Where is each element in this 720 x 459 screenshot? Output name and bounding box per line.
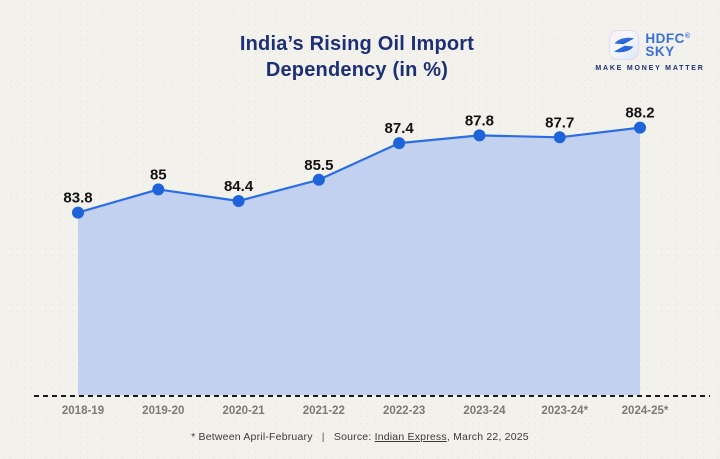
- data-point-2022-23: [393, 137, 406, 150]
- data-point-2018-19: [72, 206, 84, 219]
- data-label-2019-20: 85: [150, 166, 167, 183]
- source-suffix: , March 22, 2025: [446, 431, 529, 443]
- x-tick-label-2019-20: 2019-20: [142, 405, 184, 417]
- x-tick-label-2023-24*: 2023-24*: [541, 405, 588, 417]
- x-tick-label-2018-19: 2018-19: [62, 405, 104, 417]
- trend-line: [76, 126, 642, 214]
- data-label-2023-24*: 87.7: [545, 114, 574, 131]
- x-tick-label-2024-25*: 2024-25*: [622, 405, 669, 417]
- title-line-2: Dependency (in %): [265, 59, 449, 81]
- data-label-2023-24: 87.8: [465, 112, 494, 129]
- logo-brand-line2: SKY: [645, 44, 675, 59]
- data-label-2024-25*: 88.2: [625, 105, 654, 122]
- data-point-2021-22: [312, 173, 325, 186]
- data-label-2018-19: 83.8: [63, 190, 92, 207]
- area-fill: [78, 127, 640, 395]
- footnote-text: * Between April-February: [191, 431, 313, 443]
- title-line-1: India’s Rising Oil Import: [239, 33, 475, 55]
- data-point-2019-20: [152, 183, 165, 196]
- x-tick-label-2022-23: 2022-23: [383, 405, 425, 417]
- footer-separator: |: [321, 431, 325, 443]
- data-label-2021-22: 85.5: [304, 157, 333, 174]
- data-point-2023-24*: [553, 131, 566, 144]
- source-label: Source:: [333, 431, 372, 443]
- data-point-2020-21: [232, 195, 245, 207]
- data-label-2020-21: 84.4: [224, 178, 254, 195]
- registered-mark: ®: [684, 33, 691, 40]
- logo-brand-line1: HDFC: [645, 31, 685, 46]
- logo-row: HDFC® SKY: [609, 30, 690, 60]
- source-name: Indian Express: [374, 431, 447, 443]
- data-label-2022-23: 87.4: [385, 120, 415, 137]
- hdfc-sky-swoosh-icon: [609, 30, 640, 60]
- data-point-2024-25*: [634, 121, 646, 134]
- source-note: * Between April-February | Source: India…: [0, 431, 720, 443]
- x-tick-label-2020-21: 2020-21: [222, 405, 265, 417]
- data-point-2023-24: [473, 129, 486, 142]
- x-tick-label-2023-24: 2023-24: [463, 405, 506, 417]
- logo-tagline: MAKE MONEY MATTER: [595, 65, 705, 72]
- logo-wordmark: HDFC® SKY: [645, 31, 691, 59]
- x-tick-label-2021-22: 2021-22: [303, 405, 345, 417]
- hdfc-sky-logo: HDFC® SKY MAKE MONEY MATTER: [594, 30, 706, 72]
- page-title: India’s Rising Oil Import Dependency (in…: [0, 31, 714, 83]
